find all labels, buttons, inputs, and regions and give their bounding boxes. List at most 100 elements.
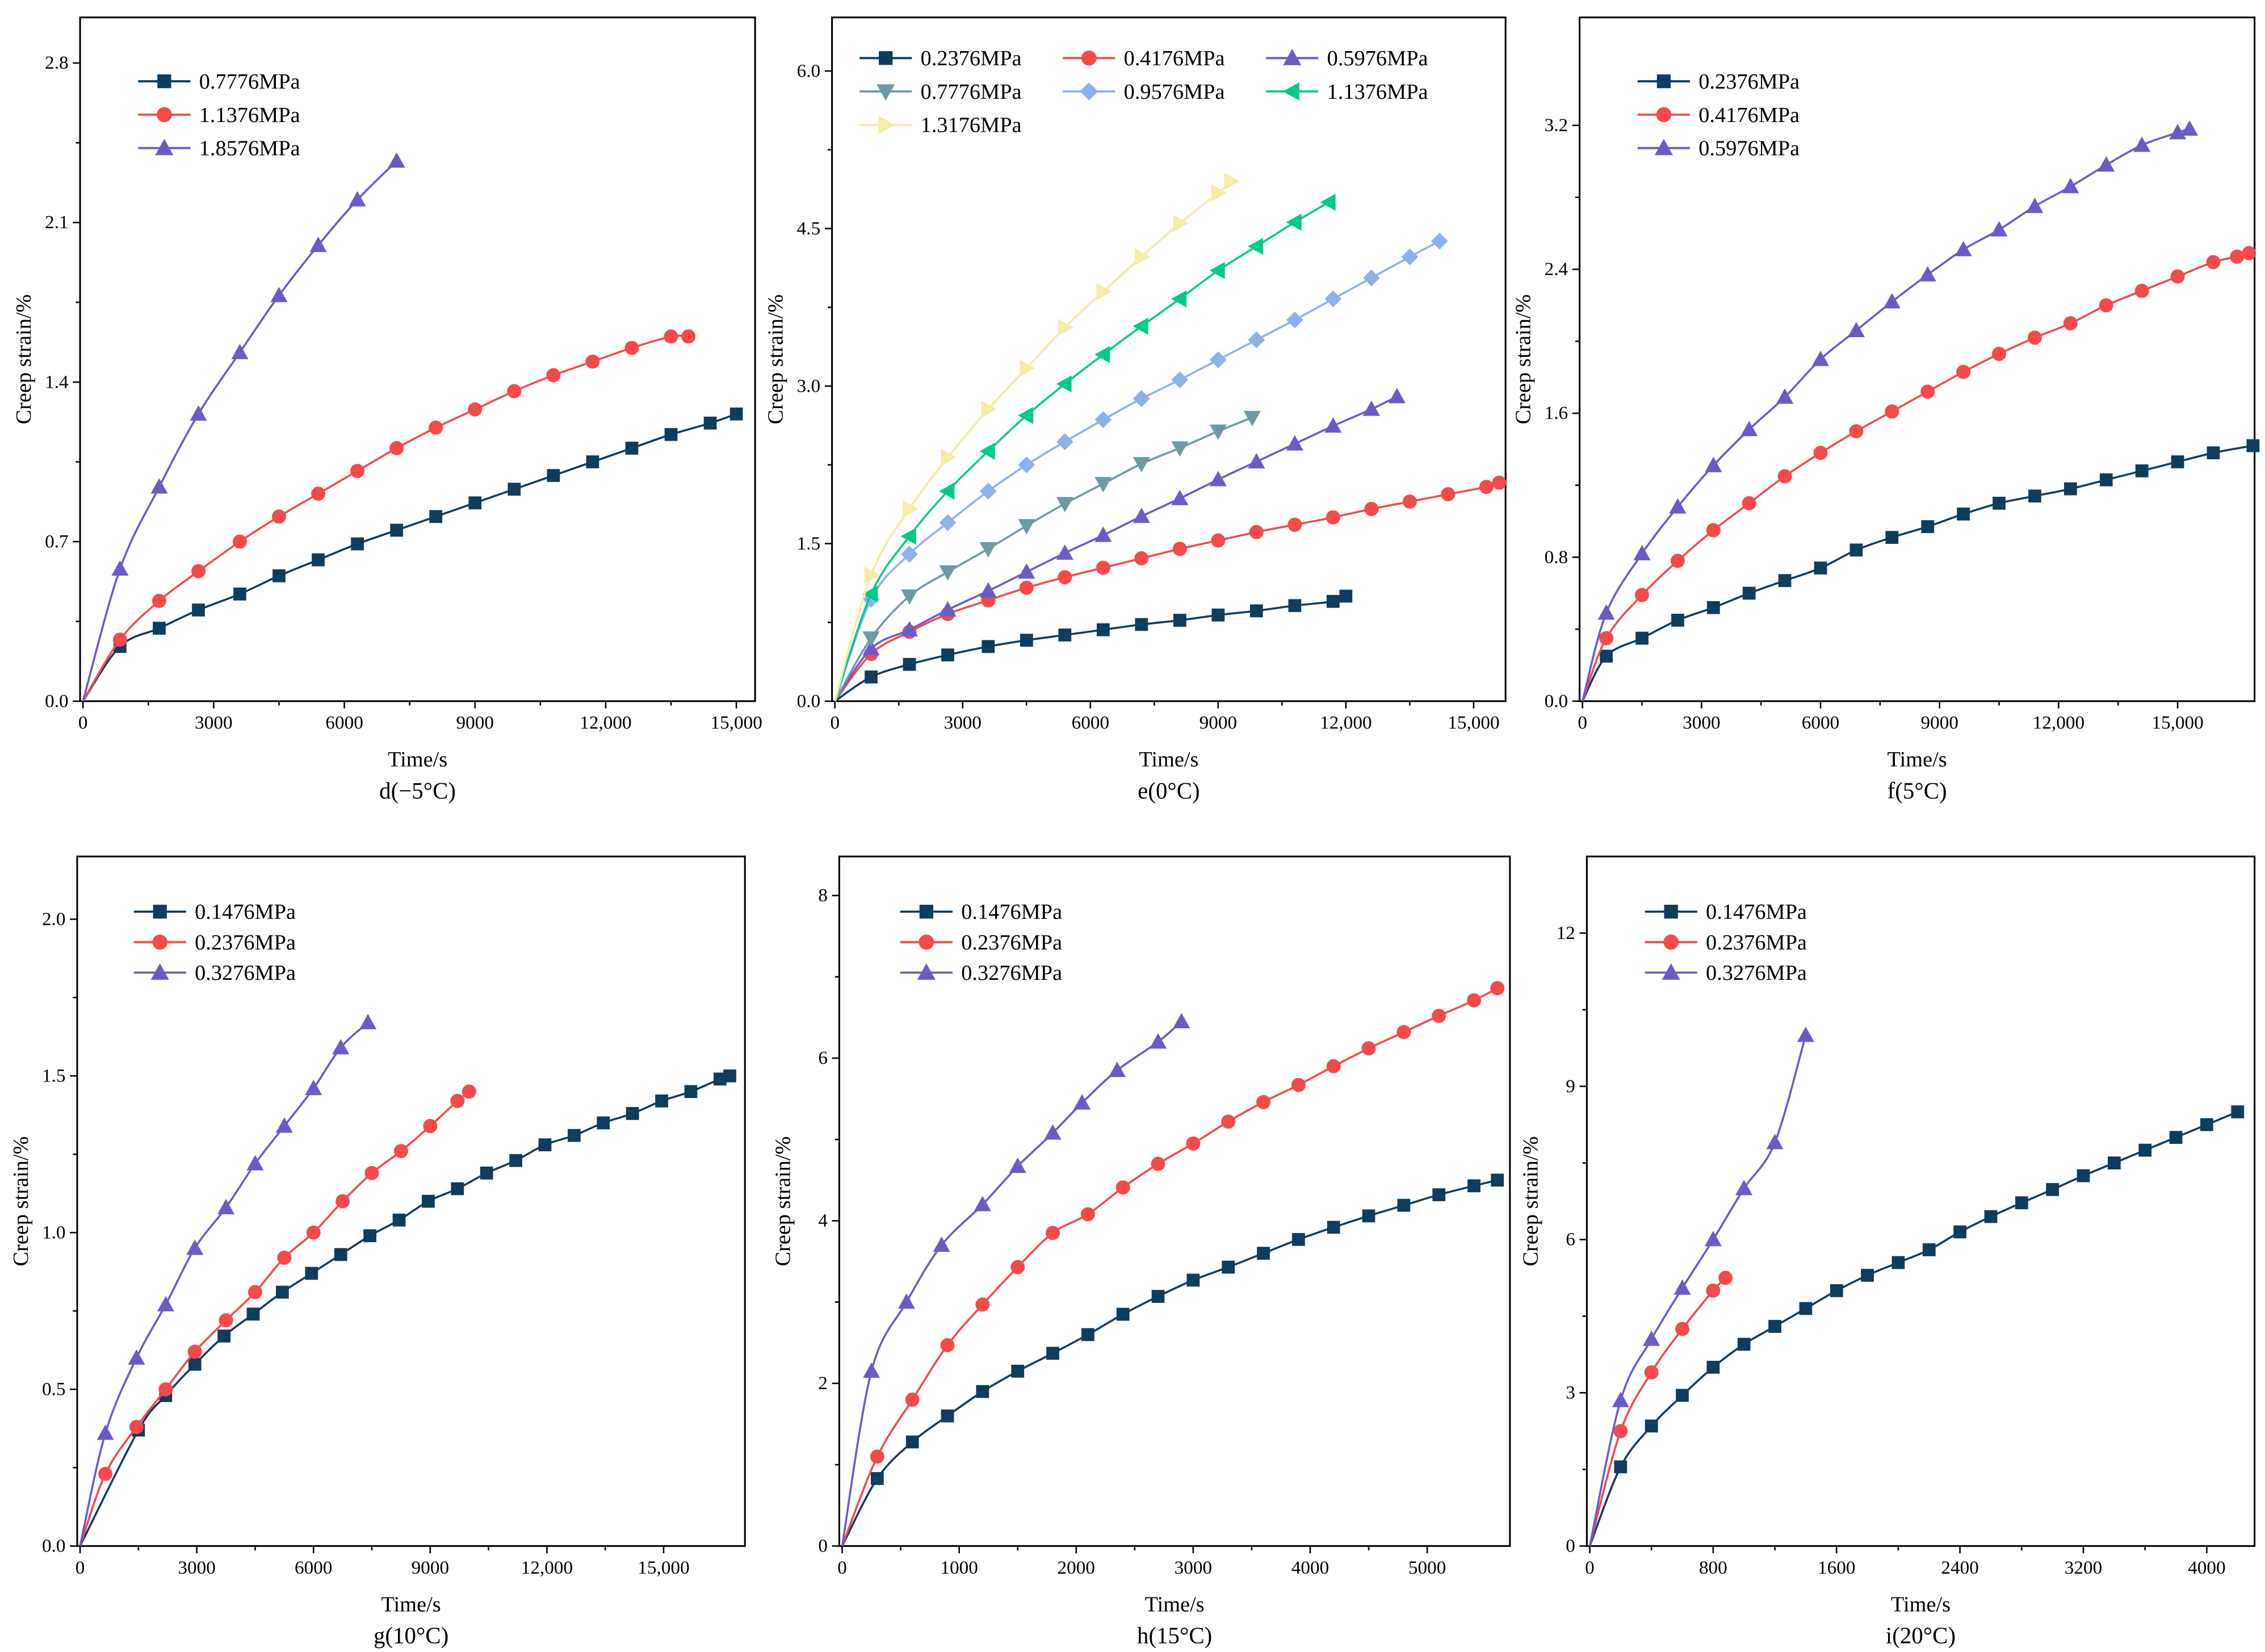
data-point <box>1020 634 1033 647</box>
data-point <box>2046 1183 2060 1196</box>
series-line <box>841 987 1498 1546</box>
data-point <box>1676 1389 1689 1402</box>
data-point <box>150 478 168 494</box>
data-point <box>309 236 327 252</box>
legend-marker <box>1656 74 1671 89</box>
data-point <box>1402 494 1417 509</box>
x-tick-label: 9000 <box>456 712 494 733</box>
data-point <box>538 1138 552 1152</box>
data-point <box>1799 1302 1813 1315</box>
data-point <box>1363 269 1380 287</box>
data-point <box>423 1119 438 1133</box>
data-point <box>655 1094 668 1108</box>
x-tick-label: 0 <box>76 1557 85 1578</box>
data-point <box>1776 388 1794 404</box>
data-point <box>547 469 560 483</box>
legend-label: 0.7776MPa <box>921 80 1022 104</box>
data-point <box>1362 400 1380 416</box>
data-point <box>231 343 249 359</box>
series-line <box>1581 128 2190 702</box>
data-point <box>1108 1062 1126 1077</box>
data-point <box>2028 330 2042 345</box>
legend-label: 0.3276MPa <box>961 961 1062 985</box>
data-point <box>1056 544 1073 560</box>
data-series <box>834 475 1507 702</box>
data-point <box>153 622 166 635</box>
y-tick-label: 6 <box>1566 1229 1575 1250</box>
data-point <box>905 1393 920 1407</box>
y-tick-label: 0.7 <box>45 531 69 552</box>
legend-marker <box>1664 904 1678 919</box>
data-point <box>1171 441 1189 457</box>
data-point <box>2135 464 2149 477</box>
data-point <box>1018 563 1035 579</box>
data-series <box>79 1069 736 1547</box>
data-point <box>1291 1077 1306 1092</box>
legend-marker <box>917 963 936 980</box>
data-point <box>157 1295 174 1312</box>
data-point <box>729 407 743 421</box>
data-point <box>1288 599 1302 613</box>
data-point <box>597 1116 610 1130</box>
data-point <box>1847 321 1865 337</box>
series-line <box>834 240 1440 702</box>
data-point <box>900 527 916 545</box>
y-tick-label: 0 <box>1566 1536 1575 1557</box>
legend-marker <box>879 51 893 65</box>
data-point <box>1019 580 1034 595</box>
legend-entry: 0.2376MPa <box>900 930 1062 954</box>
y-tick-label: 9 <box>1566 1076 1575 1097</box>
data-point <box>1115 1180 1130 1195</box>
legend-entry: 0.5976MPa <box>1637 137 1800 161</box>
plot-frame <box>1579 16 2256 702</box>
data-point <box>1635 588 1649 602</box>
x-axis-label: Time/s <box>1888 748 1947 772</box>
data-point <box>1441 487 1456 502</box>
x-tick-label: 6000 <box>1072 712 1109 733</box>
x-axis-label: Time/s <box>381 1592 441 1616</box>
y-tick-label: 4.5 <box>797 218 821 239</box>
x-tick-label: 3000 <box>178 1557 215 1578</box>
data-point <box>1287 517 1302 532</box>
legend-entry: 0.2376MPa <box>859 47 1022 70</box>
legend-entry: 0.3276MPa <box>133 961 296 985</box>
data-point <box>98 1466 113 1481</box>
data-point <box>1706 1361 1720 1374</box>
data-point <box>1324 290 1342 308</box>
data-point <box>1186 1136 1201 1151</box>
y-tick-label: 6.0 <box>797 60 821 81</box>
legend-label: 0.1476MPa <box>961 900 1062 924</box>
data-point <box>1320 194 1336 211</box>
x-axis-label: Time/s <box>1145 1592 1205 1616</box>
data-point <box>1885 404 1899 419</box>
data-series <box>841 1173 1504 1547</box>
data-point <box>979 483 997 500</box>
legend-marker <box>150 963 169 980</box>
data-point <box>306 1225 321 1240</box>
data-point <box>1984 1210 1998 1223</box>
legend-entry: 0.7776MPa <box>138 70 300 94</box>
data-point <box>1675 1322 1689 1336</box>
data-point <box>664 329 678 344</box>
x-tick-label: 9000 <box>1920 712 1958 733</box>
data-point <box>1339 589 1353 603</box>
data-point <box>1249 604 1263 618</box>
data-point <box>1705 456 1722 472</box>
data-point <box>248 1285 262 1299</box>
data-point <box>1600 649 1613 663</box>
legend-entry: 1.3176MPa <box>859 114 1022 137</box>
data-point <box>1706 1284 1721 1298</box>
legend-marker <box>878 115 895 134</box>
legend-marker <box>1283 82 1299 101</box>
legend-label: 0.3276MPa <box>1706 961 1807 985</box>
data-point <box>468 402 483 417</box>
legend-entry: 1.1376MPa <box>138 103 300 127</box>
data-point <box>1599 631 1614 645</box>
series-line <box>79 1021 369 1546</box>
series-line <box>834 180 1232 702</box>
legend-marker <box>157 107 172 123</box>
x-tick-label: 4000 <box>2188 1557 2225 1578</box>
data-point <box>1849 424 1864 439</box>
data-point <box>1094 526 1112 542</box>
data-point <box>1718 1271 1733 1285</box>
